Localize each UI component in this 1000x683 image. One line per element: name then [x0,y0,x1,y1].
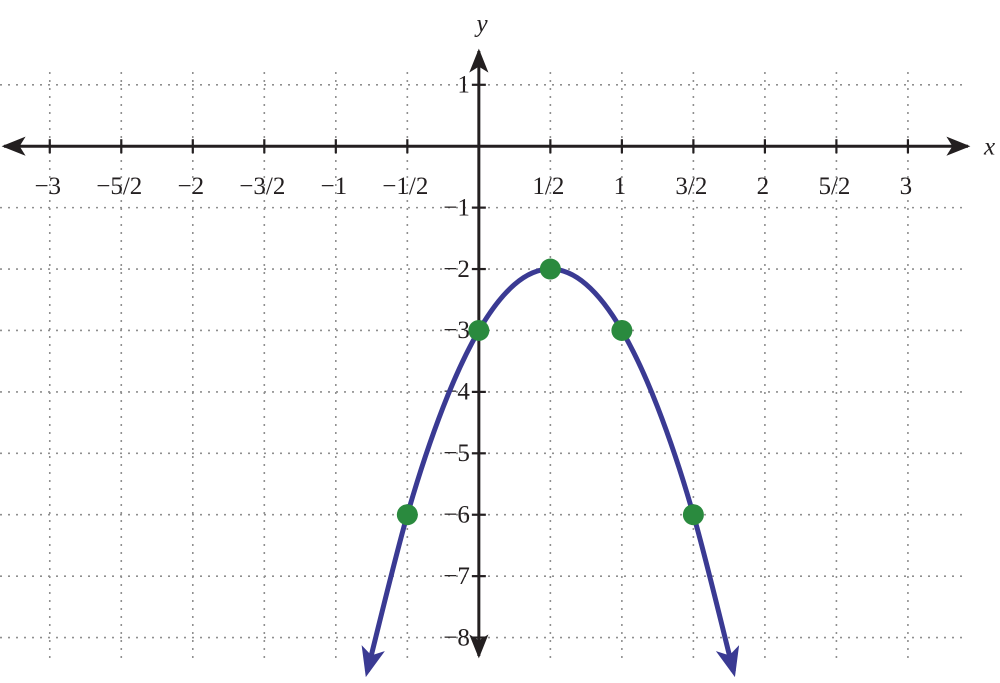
y-axis-label: y [473,11,488,38]
axes: −3 −5/2 −2 −3/2 −1 −1/2 1/2 1 3/2 2 5/2 31−1−2−3−4−… [1,48,971,659]
point [611,319,633,341]
x-axis-label: x [983,134,995,161]
x-tick-label: −2 [177,173,204,200]
point [682,504,704,526]
y-tick-label: −5 [443,440,470,467]
x-tick-label: 2 [757,173,770,200]
x-tick-label: 1 [614,173,627,200]
marks [361,258,740,678]
x-tick-label: 3/2 [675,173,707,200]
y-tick-label: −3 [443,317,470,344]
y-tick-label: −1 [443,194,470,221]
y-tick-label: 1 [457,72,470,99]
x-tick-label: 1/2 [532,173,564,200]
x-tick-label: −1 [321,173,348,200]
x-tick-label: −1/2 [382,173,428,200]
grid [0,72,965,660]
point [539,258,561,280]
x-tick-label: −5/2 [96,173,142,200]
point [468,319,490,341]
y-tick-label: −7 [443,563,470,590]
y-tick-label: −8 [443,624,470,651]
x-tick-label: −3/2 [239,173,285,200]
x-tick-label: 3 [900,173,913,200]
x-tick-label: 5/2 [818,173,850,200]
y-tick-label: −6 [443,501,470,528]
x-tick-label: −3 [34,173,61,200]
point [396,504,418,526]
y-tick-label: −2 [443,256,470,283]
